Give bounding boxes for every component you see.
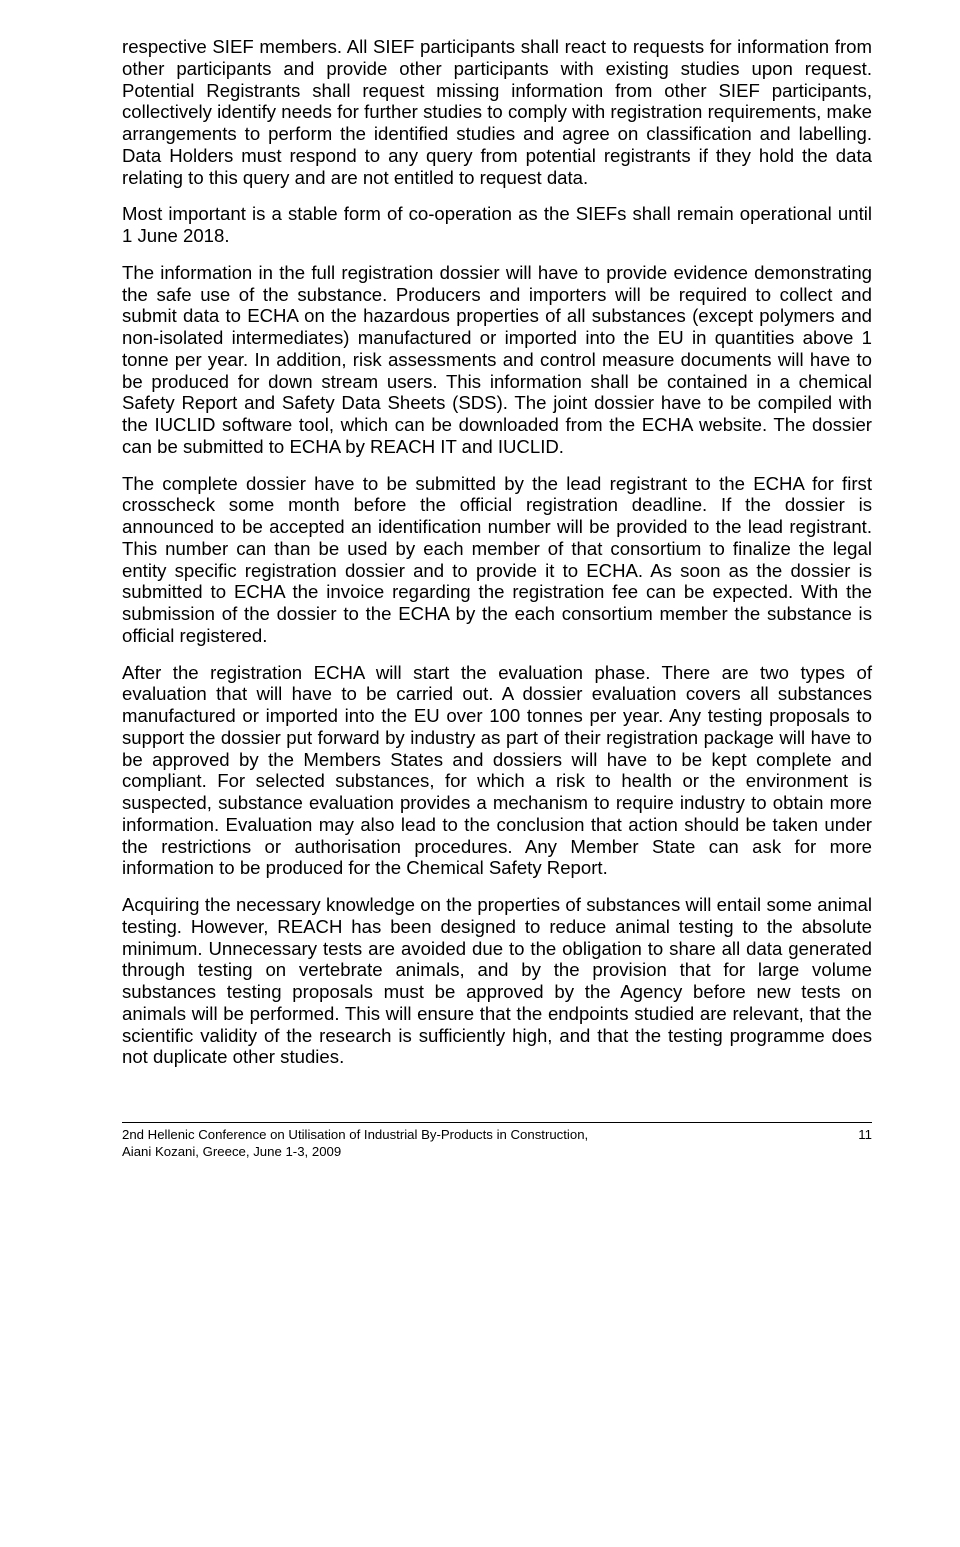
paragraph-6: Acquiring the necessary knowledge on the… [122,894,872,1068]
paragraph-4: The complete dossier have to be submitte… [122,473,872,647]
paragraph-3: The information in the full registration… [122,262,872,458]
page-footer: 2nd Hellenic Conference on Utilisation o… [122,1122,872,1160]
footer-line-1: 2nd Hellenic Conference on Utilisation o… [122,1127,838,1144]
paragraph-5: After the registration ECHA will start t… [122,662,872,880]
footer-line-2: Aiani Kozani, Greece, June 1-3, 2009 [122,1144,838,1161]
footer-conference-info: 2nd Hellenic Conference on Utilisation o… [122,1127,838,1160]
page-number: 11 [838,1127,872,1144]
paragraph-1: respective SIEF members. All SIEF partic… [122,36,872,188]
paragraph-2: Most important is a stable form of co-op… [122,203,872,247]
